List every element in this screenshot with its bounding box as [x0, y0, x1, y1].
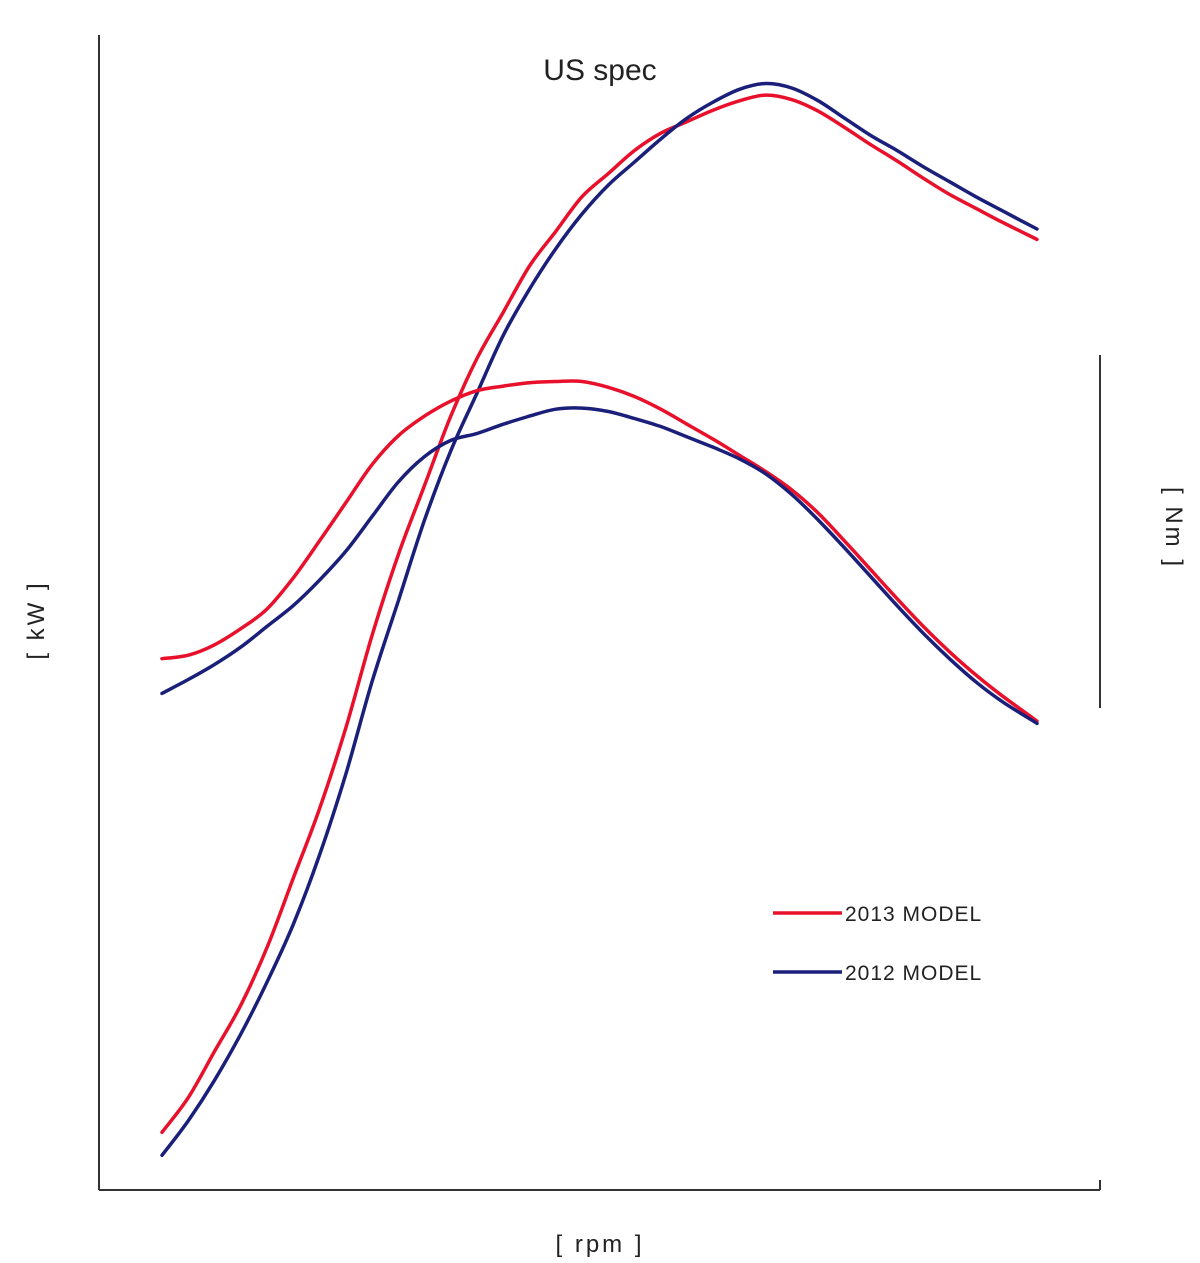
- chart-title: US spec: [543, 54, 656, 87]
- series-line-power-2013: [160, 93, 1039, 1135]
- y-axis-right-label: [ Nm ]: [1160, 487, 1187, 569]
- series-layer: [160, 81, 1039, 1158]
- legend: 2013 MODEL 2012 MODEL: [773, 903, 982, 985]
- series-line-torque-2012: [160, 406, 1039, 726]
- series-line-power-2012: [160, 81, 1039, 1158]
- x-axis-label: [ rpm ]: [555, 1231, 644, 1258]
- legend-label-2012: 2012 MODEL: [845, 962, 982, 985]
- y-axis-left-label: [ kW ]: [23, 580, 50, 659]
- legend-label-2013: 2013 MODEL: [845, 903, 982, 926]
- series-line-torque-2013: [160, 379, 1039, 723]
